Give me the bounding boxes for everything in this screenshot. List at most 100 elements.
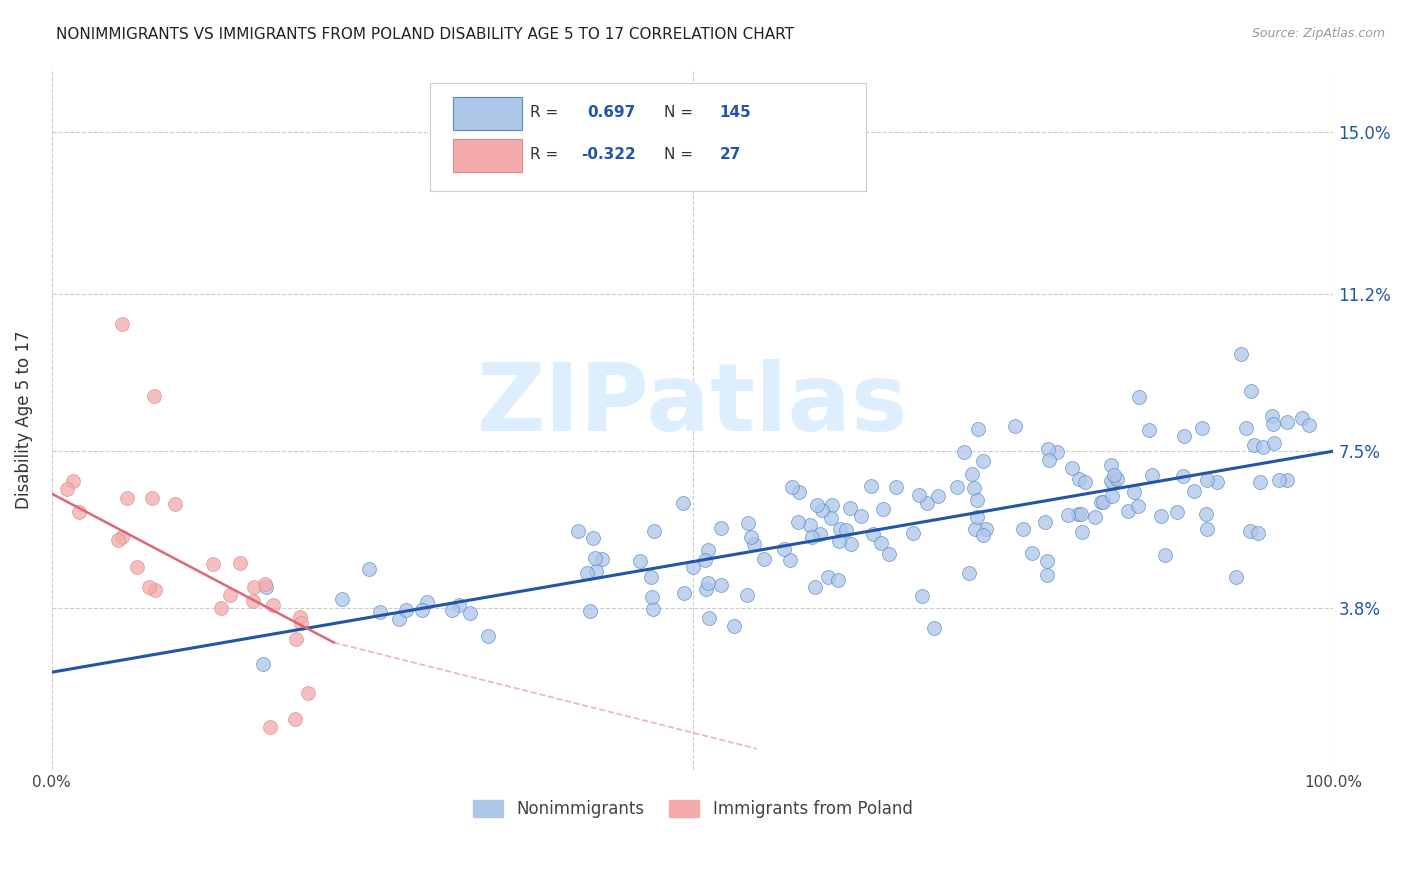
- Point: [953, 444, 976, 458]
- Point: [1021, 546, 1043, 560]
- Point: [1071, 525, 1094, 540]
- Point: [860, 479, 883, 493]
- Point: [963, 522, 986, 536]
- Point: [779, 553, 801, 567]
- Point: [1101, 476, 1123, 491]
- Point: [262, 598, 284, 612]
- Point: [808, 527, 831, 541]
- Point: [1298, 418, 1320, 433]
- Point: [908, 488, 931, 502]
- Point: [252, 657, 274, 672]
- Point: [927, 489, 949, 503]
- Point: [1123, 485, 1146, 500]
- Point: [447, 598, 470, 612]
- Point: [254, 580, 277, 594]
- Point: [697, 611, 720, 625]
- Point: [1249, 475, 1271, 490]
- Point: [862, 527, 884, 541]
- Point: [695, 553, 717, 567]
- Point: [368, 605, 391, 619]
- Point: [1099, 474, 1122, 488]
- Point: [1206, 475, 1229, 489]
- Point: [440, 603, 463, 617]
- Point: [737, 516, 759, 531]
- Text: Source: ZipAtlas.com: Source: ZipAtlas.com: [1251, 27, 1385, 40]
- Point: [1140, 468, 1163, 483]
- Point: [567, 524, 589, 538]
- Text: 27: 27: [720, 147, 741, 162]
- Point: [1069, 472, 1091, 486]
- Point: [1105, 472, 1128, 486]
- Point: [1126, 500, 1149, 514]
- Point: [1036, 554, 1059, 568]
- Point: [243, 580, 266, 594]
- Point: [111, 530, 134, 544]
- Point: [1056, 508, 1078, 523]
- Point: [924, 621, 946, 635]
- FancyBboxPatch shape: [453, 97, 522, 129]
- Point: [972, 454, 994, 468]
- Point: [787, 515, 810, 529]
- Point: [643, 602, 665, 616]
- Point: [1038, 452, 1060, 467]
- Point: [828, 522, 851, 536]
- Text: NONIMMIGRANTS VS IMMIGRANTS FROM POLAND DISABILITY AGE 5 TO 17 CORRELATION CHART: NONIMMIGRANTS VS IMMIGRANTS FROM POLAND …: [56, 27, 794, 42]
- Point: [62, 474, 84, 488]
- Point: [1033, 515, 1056, 529]
- Point: [870, 536, 893, 550]
- Point: [1090, 495, 1112, 509]
- Point: [582, 531, 605, 545]
- Point: [1036, 567, 1059, 582]
- Point: [163, 497, 186, 511]
- Point: [1195, 473, 1218, 487]
- Point: [1012, 522, 1035, 536]
- Point: [56, 482, 79, 496]
- Point: [917, 496, 939, 510]
- Point: [1225, 569, 1247, 583]
- Text: 0.697: 0.697: [588, 104, 636, 120]
- Point: [107, 533, 129, 548]
- Point: [773, 542, 796, 557]
- Point: [1004, 419, 1026, 434]
- Point: [821, 498, 844, 512]
- Point: [229, 557, 252, 571]
- Point: [806, 498, 828, 512]
- Point: [1171, 469, 1194, 483]
- Text: N =: N =: [665, 104, 699, 120]
- Point: [974, 522, 997, 536]
- Text: N =: N =: [665, 147, 699, 162]
- Point: [754, 551, 776, 566]
- Point: [143, 583, 166, 598]
- Point: [710, 521, 733, 535]
- Point: [1263, 436, 1285, 450]
- Text: R =: R =: [530, 147, 562, 162]
- Point: [583, 550, 606, 565]
- Point: [1182, 483, 1205, 498]
- Point: [804, 581, 827, 595]
- Point: [585, 564, 607, 578]
- Point: [1243, 437, 1265, 451]
- Point: [1102, 467, 1125, 482]
- Point: [578, 604, 600, 618]
- Point: [290, 615, 312, 630]
- Point: [387, 612, 409, 626]
- Point: [963, 481, 986, 495]
- Point: [1084, 509, 1107, 524]
- Point: [1139, 423, 1161, 437]
- Point: [735, 588, 758, 602]
- Point: [1128, 390, 1150, 404]
- Point: [672, 496, 695, 510]
- Point: [359, 562, 381, 576]
- Point: [744, 537, 766, 551]
- Legend: Nonimmigrants, Immigrants from Poland: Nonimmigrants, Immigrants from Poland: [465, 793, 920, 825]
- Point: [591, 552, 613, 566]
- Point: [696, 575, 718, 590]
- Point: [395, 603, 418, 617]
- Point: [1195, 508, 1218, 522]
- Point: [1240, 384, 1263, 398]
- Point: [682, 560, 704, 574]
- Point: [201, 557, 224, 571]
- Point: [411, 603, 433, 617]
- Point: [835, 524, 858, 538]
- Point: [811, 503, 834, 517]
